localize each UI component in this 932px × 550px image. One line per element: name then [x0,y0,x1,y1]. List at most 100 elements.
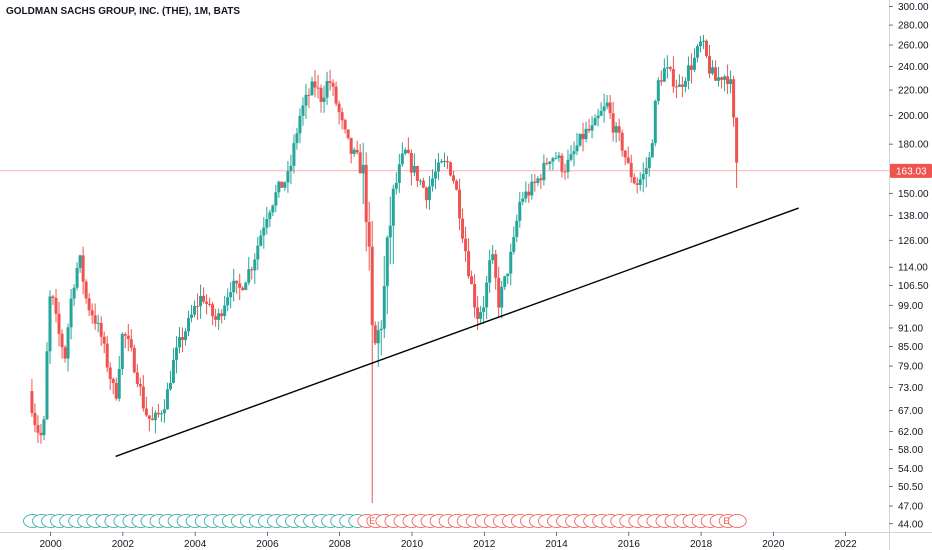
candle-body [111,379,115,384]
candle-body [120,334,124,370]
candle-body [364,164,368,223]
candle-body [376,330,380,344]
candle-body [63,347,67,359]
time-tick-label: 2000 [39,539,62,550]
candle-body [680,84,684,87]
price-tick-label: 200.00 [898,111,929,122]
last-price-badge: 163.03 [890,163,932,178]
candle-body [563,171,567,173]
candle-body [596,115,600,119]
candle-body [394,182,398,189]
time-tick-label: 2018 [690,539,713,550]
candle-body [708,55,712,74]
candle-body [521,198,525,202]
candle-body [159,413,163,415]
time-tick-label: 2004 [184,539,207,550]
price-tick-label: 67.00 [898,406,923,417]
candle-body [334,86,338,104]
candle-body [232,280,236,293]
candle-body [129,339,133,348]
price-tick-label: 44.00 [898,519,923,530]
candle-body [253,259,257,271]
candle-body [590,125,594,131]
candle-body [470,276,474,285]
candle-body [385,237,389,287]
candle-body [135,372,139,384]
candle-body [620,132,624,151]
candle-body [698,41,702,47]
candle-body [144,408,148,416]
price-tick-label: 220.00 [898,86,929,97]
candle-body [358,152,362,174]
candle-body [599,111,603,116]
price-tick-label: 79.00 [898,362,923,373]
candle-body [656,80,660,102]
candle-body [298,115,302,134]
time-tick-label: 2010 [401,539,424,550]
candle-body [551,158,555,162]
candle-body [265,218,269,228]
candle-body [632,177,636,184]
candle-body [123,334,127,336]
price-tick-label: 99.00 [898,301,923,312]
candle-body [494,254,498,278]
price-tick-label: 50.50 [898,482,923,493]
candle-body [196,306,200,308]
candle-body [409,152,413,173]
candle-body [168,382,172,390]
candle-body [292,143,296,166]
candle-body [289,165,293,172]
candle-body [497,277,501,308]
candle-body [241,287,245,291]
candle-body [539,178,543,181]
candle-body [403,149,407,154]
candle-body [349,137,353,154]
candle-body [653,101,657,144]
candle-body [361,164,365,174]
candle-body [36,425,40,433]
candle-body [729,79,733,85]
candle-body [48,296,52,352]
candle-body [671,69,675,87]
candle-body [723,76,727,80]
candle-body [705,40,709,56]
candle-body [427,186,431,201]
candle-body [711,67,715,74]
event-marker[interactable] [727,514,747,528]
candle-body [677,84,681,87]
candle-body [301,105,305,116]
candle-body [226,297,230,306]
price-tick-label: 73.00 [898,383,923,394]
candle-body [388,225,392,238]
candle-body [174,347,178,360]
candle-body [584,128,588,140]
candle-body [256,245,260,260]
candle-body [433,171,437,179]
candle-body [701,40,705,42]
time-axis[interactable]: 2000 2002 2004 2006 2008 2010 2012 2014 2016 2018… [39,532,857,550]
candle-body [476,307,480,319]
candle-body [545,162,549,164]
candle-body [617,126,621,133]
candle-body [491,254,495,261]
candle-body [692,57,696,70]
candle-body [686,65,690,81]
trendline[interactable] [115,207,799,458]
candle-body [156,412,160,415]
candle-body [96,322,100,324]
candle-body [446,160,450,163]
candle-body [340,112,344,121]
earnings-marker-label: E [369,516,375,526]
price-axis[interactable]: 300.00 280.00 260.00 240.00 220.00 200.00 180.… [889,2,929,530]
candle-body [518,201,522,221]
candle-body [530,181,534,196]
candle-body [542,162,546,181]
candle-body [611,113,615,133]
candle-body [81,255,85,282]
candle-body [177,337,181,348]
price-tick-label: 180.00 [898,140,929,151]
candle-body [328,81,332,83]
candle-body [69,298,73,328]
candle-body [732,79,736,118]
